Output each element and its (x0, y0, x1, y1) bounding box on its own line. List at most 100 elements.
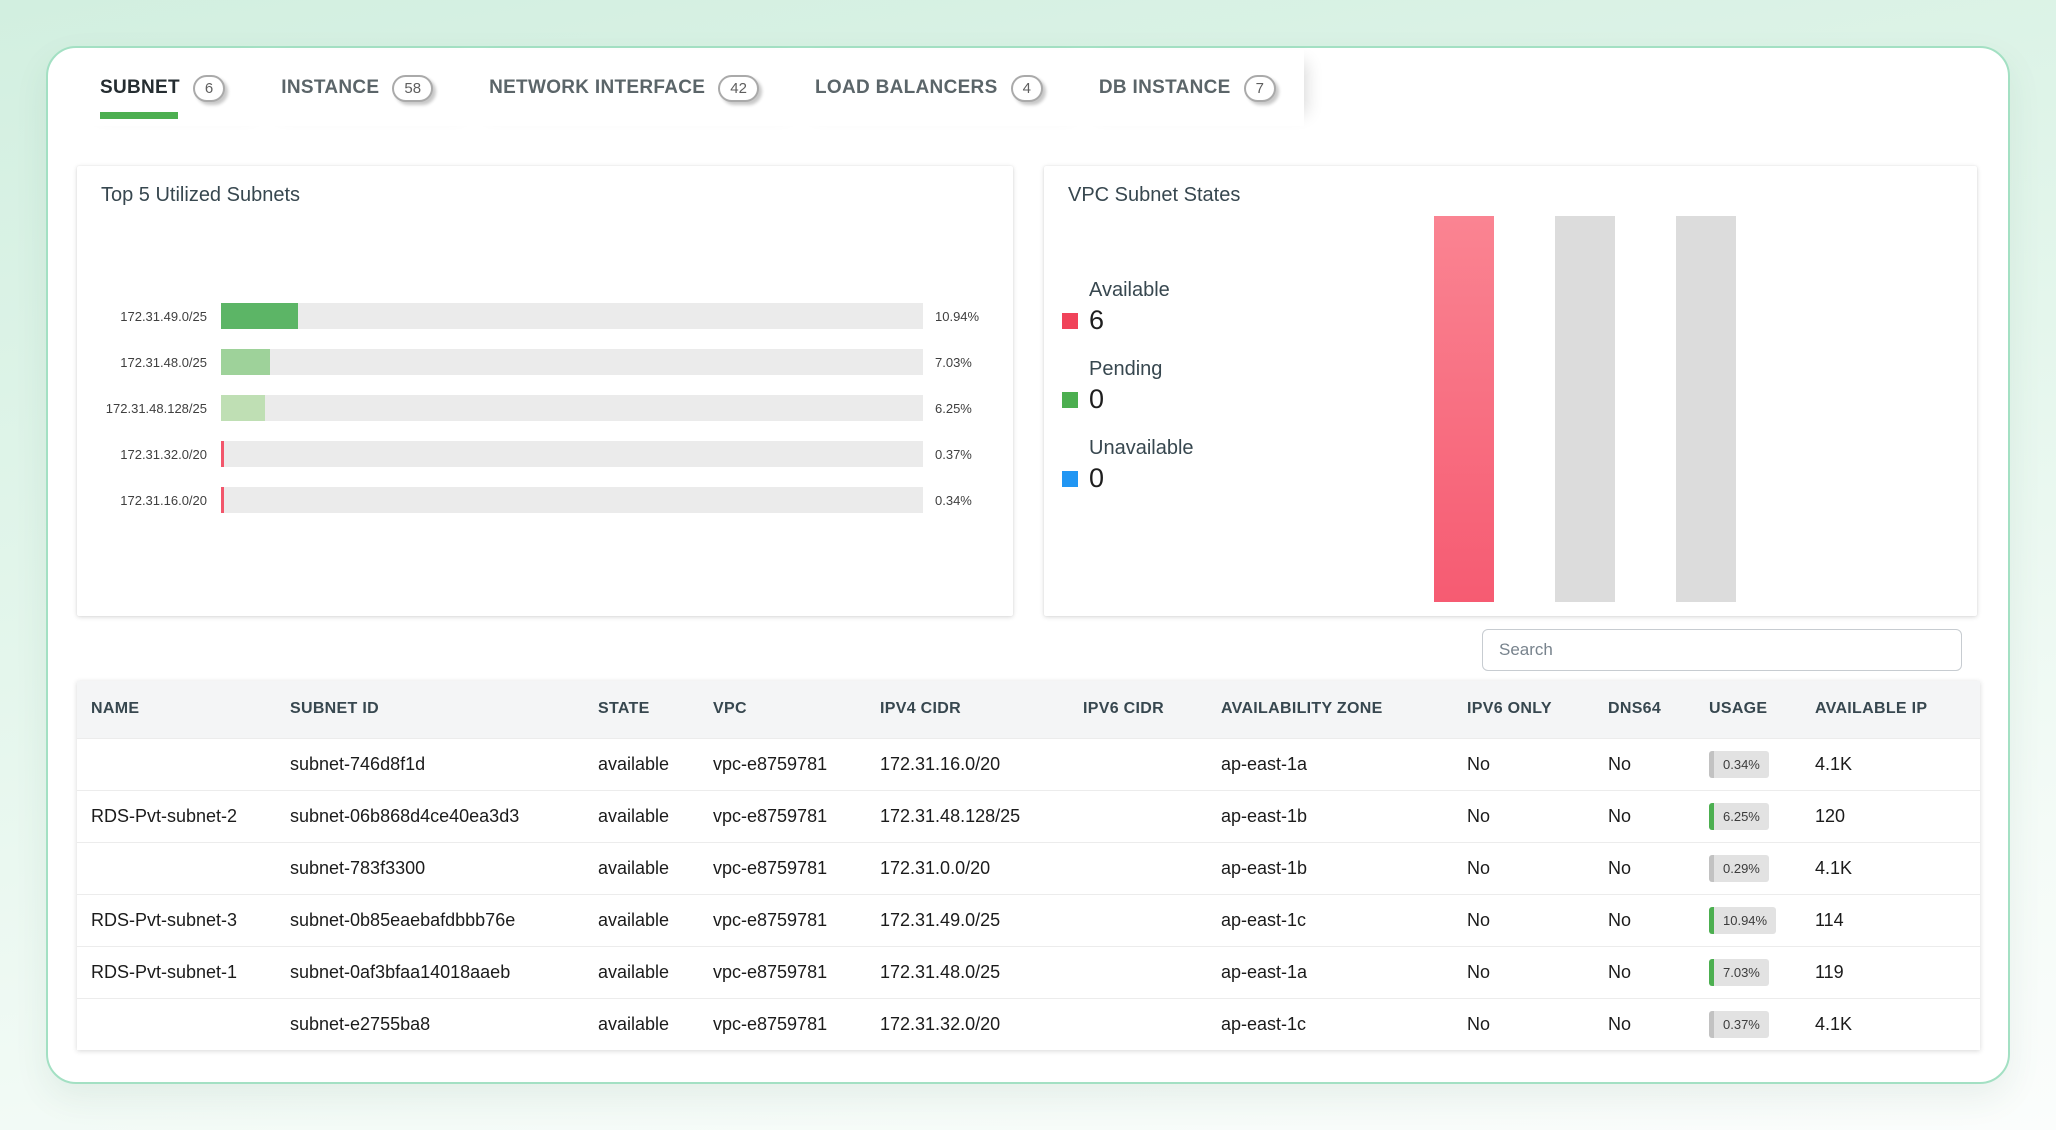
legend-item-pending: Pending 0 (1062, 357, 1194, 415)
tab-instance[interactable]: INSTANCE 58 (253, 50, 462, 126)
cell-state: available (584, 737, 699, 790)
legend-color-swatch (1062, 312, 1078, 329)
cell-ipv6_only: No (1453, 945, 1594, 998)
bar-track (221, 349, 923, 375)
cell-state: available (584, 997, 699, 1050)
cell-dns64: No (1594, 997, 1695, 1050)
legend-item-available: Available 6 (1062, 278, 1194, 336)
vpc-states-legend: Available 6 Pending 0 Unavailable 0 (1062, 278, 1194, 515)
tab-network-interface[interactable]: NETWORK INTERFACE 42 (461, 50, 787, 126)
column-header-usage: USAGE (1695, 681, 1801, 738)
column-header-state: STATE (584, 681, 699, 738)
cell-usage: 0.29% (1695, 841, 1801, 894)
bar-value-label: 0.37% (935, 446, 972, 462)
vpc-state-bar-unavailable (1676, 216, 1736, 602)
legend-value-row: 6 (1062, 305, 1194, 336)
cell-available_ip: 4.1K (1801, 841, 1980, 894)
tab-count-badge: 58 (392, 74, 434, 102)
cell-name (77, 997, 276, 1050)
table-row[interactable]: RDS-Pvt-subnet-2 subnet-06b868d4ce40ea3d3… (77, 789, 1980, 842)
bar-category-label: 172.31.48.128/25 (105, 400, 207, 416)
cell-available_ip: 4.1K (1801, 997, 1980, 1050)
table-row[interactable]: subnet-e2755ba8 available vpc-e8759781 172.… (77, 997, 1980, 1050)
active-tab-underline (100, 112, 178, 119)
bar-track (221, 395, 923, 421)
utilized-subnets-bar-chart: 172.31.49.0/25 10.94% 172.31.48.0/25 7.03% 1… (97, 303, 993, 513)
cell-subnet_id: subnet-e2755ba8 (276, 997, 584, 1050)
cell-ipv4_cidr: 172.31.0.0/20 (866, 841, 1069, 894)
cell-subnet_id: subnet-06b868d4ce40ea3d3 (276, 789, 584, 842)
vpc-states-bar-chart (1434, 216, 1736, 602)
bar-fill (221, 441, 224, 467)
cell-ipv4_cidr: 172.31.48.128/25 (866, 789, 1069, 842)
tab-count-badge: 6 (192, 74, 226, 102)
legend-value: 0 (1089, 463, 1105, 493)
bar-track (221, 441, 923, 467)
tab-subnet[interactable]: SUBNET 6 (72, 50, 254, 126)
bar-value-label: 0.34% (935, 492, 972, 508)
tab-count-badge: 7 (1243, 74, 1276, 102)
usage-badge: 6.25% (1709, 802, 1769, 830)
cell-state: available (584, 841, 699, 894)
column-header-dns64: DNS64 (1594, 681, 1695, 738)
cell-state: available (584, 789, 699, 842)
cell-dns64: No (1594, 893, 1695, 946)
cell-ipv4_cidr: 172.31.16.0/20 (866, 737, 1069, 790)
legend-label: Available (1089, 279, 1170, 301)
table-row[interactable]: RDS-Pvt-subnet-3 subnet-0b85eaebafdbbb76e… (77, 893, 1980, 946)
legend-value-row: 0 (1062, 463, 1194, 494)
table-body: subnet-746d8f1d available vpc-e8759781 172.… (77, 737, 1980, 1050)
legend-value: 6 (1089, 305, 1105, 335)
tab-count-badge: 42 (718, 74, 759, 102)
cell-az: ap-east-1c (1207, 893, 1453, 946)
usage-badge: 0.34% (1709, 750, 1769, 778)
tab-load-balancers[interactable]: LOAD BALANCERS 4 (786, 50, 1071, 126)
cell-usage: 10.94% (1695, 893, 1801, 946)
cell-ipv6_only: No (1453, 893, 1594, 946)
top-utilized-subnets-card: Top 5 Utilized Subnets 172.31.49.0/25 10.… (77, 166, 1013, 616)
table-row[interactable]: subnet-746d8f1d available vpc-e8759781 172.… (77, 737, 1980, 790)
bar-track (221, 487, 923, 513)
cell-vpc: vpc-e8759781 (699, 893, 866, 946)
bar-category-label: 172.31.16.0/20 (120, 492, 207, 508)
search-input[interactable] (1482, 629, 1962, 671)
tab-label: INSTANCE (281, 77, 380, 98)
cell-ipv4_cidr: 172.31.48.0/25 (866, 945, 1069, 998)
main-panel: SUBNET 6 INSTANCE 58 NETWORK INTERFACE 42 LOAD… (46, 46, 2010, 1084)
utilized-subnet-bar-row: 172.31.32.0/20 0.37% (97, 441, 993, 467)
card-title-top-utilized-subnets: Top 5 Utilized Subnets (101, 184, 301, 206)
cell-ipv6_cidr (1069, 997, 1207, 1050)
cell-dns64: No (1594, 841, 1695, 894)
cell-subnet_id: subnet-0af3bfaa14018aaeb (276, 945, 584, 998)
usage-badge: 0.29% (1709, 854, 1769, 882)
cell-available_ip: 119 (1801, 945, 1980, 998)
cell-usage: 7.03% (1695, 945, 1801, 998)
legend-label: Pending (1089, 358, 1163, 380)
cell-az: ap-east-1b (1207, 789, 1453, 842)
cell-vpc: vpc-e8759781 (699, 789, 866, 842)
cell-ipv6_cidr (1069, 841, 1207, 894)
subnet-table: NAME SUBNET ID STATE VPC IPV4 CIDR IPV6 CIDR A… (77, 681, 1980, 1050)
table-row[interactable]: RDS-Pvt-subnet-1 subnet-0af3bfaa14018aaeb… (77, 945, 1980, 998)
column-header-subnet-id: SUBNET ID (276, 681, 584, 738)
cell-az: ap-east-1a (1207, 945, 1453, 998)
column-header-ipv6-cidr: IPV6 CIDR (1069, 681, 1207, 738)
bar-category-label: 172.31.49.0/25 (120, 308, 207, 324)
cell-state: available (584, 945, 699, 998)
table-row[interactable]: subnet-783f3300 available vpc-e8759781 172.… (77, 841, 1980, 894)
cell-ipv6_only: No (1453, 841, 1594, 894)
cell-ipv6_only: No (1453, 737, 1594, 790)
tab-bar: SUBNET 6 INSTANCE 58 NETWORK INTERFACE 42 LOAD… (72, 50, 1304, 126)
cell-dns64: No (1594, 737, 1695, 790)
vpc-state-bar-available (1434, 216, 1494, 602)
legend-value-row: 0 (1062, 384, 1194, 415)
tab-db-instance[interactable]: DB INSTANCE 7 (1070, 50, 1304, 126)
cell-usage: 0.34% (1695, 737, 1801, 790)
cell-name (77, 737, 276, 790)
cell-ipv4_cidr: 172.31.49.0/25 (866, 893, 1069, 946)
legend-label: Unavailable (1089, 437, 1194, 459)
usage-badge: 0.37% (1709, 1010, 1769, 1038)
bar-value-label: 7.03% (935, 354, 972, 370)
bar-fill (221, 349, 271, 375)
cell-vpc: vpc-e8759781 (699, 737, 866, 790)
